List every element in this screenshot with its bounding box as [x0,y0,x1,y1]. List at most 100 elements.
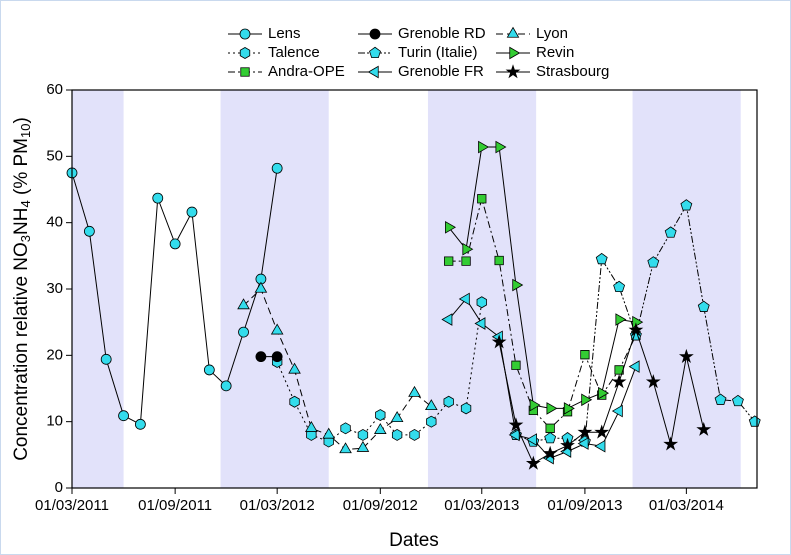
data-point [305,421,318,432]
data-point [529,398,541,412]
data-point [375,409,386,421]
subscript: 10 [18,124,33,138]
data-point [118,410,129,422]
data-point [613,280,626,293]
data-point [426,415,437,428]
data-point [678,348,694,363]
shaded-period [220,90,329,488]
data-point [339,442,352,454]
data-point [508,417,524,432]
legend-marker [509,46,521,60]
data-point [628,360,640,373]
data-point [424,399,438,411]
data-point [83,225,95,237]
data-point [152,192,164,204]
data-point [238,326,249,338]
data-point [203,364,215,376]
data-point [476,296,487,309]
data-point [594,424,610,439]
legend-label: Lens [268,25,301,42]
data-point [663,436,679,451]
data-point [254,281,268,293]
legend-marker [367,65,379,79]
legend-marker [240,67,250,77]
data-point [441,313,453,326]
subscript: 3 [18,235,33,242]
data-point [628,322,644,337]
x-tick-label: 01/03/2012 [240,497,315,514]
series-line [448,196,637,430]
data-point [443,395,454,408]
y-tick-label: 0 [55,479,63,496]
data-point [444,256,454,266]
plot [66,140,761,470]
x-tick-label: 01/03/2011 [35,497,109,514]
data-point [237,298,250,310]
shaded-period [632,90,741,488]
legend-marker [505,64,521,79]
legend-marker [239,47,251,59]
legend-marker [369,46,381,59]
shaded-period [427,90,537,488]
data-point [546,402,558,415]
data-point [289,395,300,408]
data-point [563,402,575,415]
label-part: NH [11,208,32,235]
legend-label: Lyon [536,25,568,42]
legend-label: Andra-OPE [268,63,345,80]
data-point [647,256,660,268]
legend-marker [369,28,381,40]
series-line [448,146,636,409]
shading [72,90,741,488]
x-tick-label: 01/03/2013 [444,497,519,514]
legend-label: Grenoble RD [398,25,486,42]
legend-label: Talence [268,44,320,61]
data-point [340,422,351,435]
data-point [645,374,661,389]
data-point [288,362,301,374]
data-point [580,350,590,360]
axes: 0 10 20 30 40 50 60 01/03/2011 01/09/2011 01/03/2… [35,81,724,514]
data-point [508,428,520,442]
data-point [697,300,710,312]
data-point [461,256,471,266]
data-point [458,292,470,306]
x-tick-label: 01/09/2012 [343,497,418,514]
data-point [322,427,336,439]
series-line [243,288,432,451]
y-tick-label: 40 [46,214,63,231]
shaded-period [72,90,124,488]
data-point [271,162,283,174]
data-point [615,313,627,326]
x-tick-label: 01/09/2013 [547,497,622,514]
label-part: (% PM [11,138,32,200]
data-point [462,242,474,256]
data-point [512,278,524,292]
legend-label: Revin [536,44,574,61]
x-tick-label: 01/03/2014 [649,497,724,514]
data-point [495,140,507,154]
data-point [577,437,589,450]
data-point [511,360,521,370]
legend-label: Grenoble FR [398,63,484,80]
data-point [255,351,267,363]
legend: Lens Talence Andra-OPE Grenoble RD Turin (It… [228,25,609,80]
data-point [526,433,537,446]
y-tick-label: 10 [46,413,63,430]
data-point [598,386,610,400]
y-tick-label: 20 [46,346,63,363]
data-point [220,380,232,392]
y-tick-label: 50 [46,147,63,164]
data-point [544,432,557,444]
data-point [357,428,369,441]
label-part: Concentration relative NO [11,242,32,461]
data-point [445,220,456,234]
data-point [391,428,403,441]
data-point [696,421,712,436]
data-point [460,402,472,415]
legend-marker [239,28,251,40]
subscript: 4 [18,200,33,207]
data-point [390,411,404,422]
data-point [611,374,627,389]
data-point [581,393,593,407]
